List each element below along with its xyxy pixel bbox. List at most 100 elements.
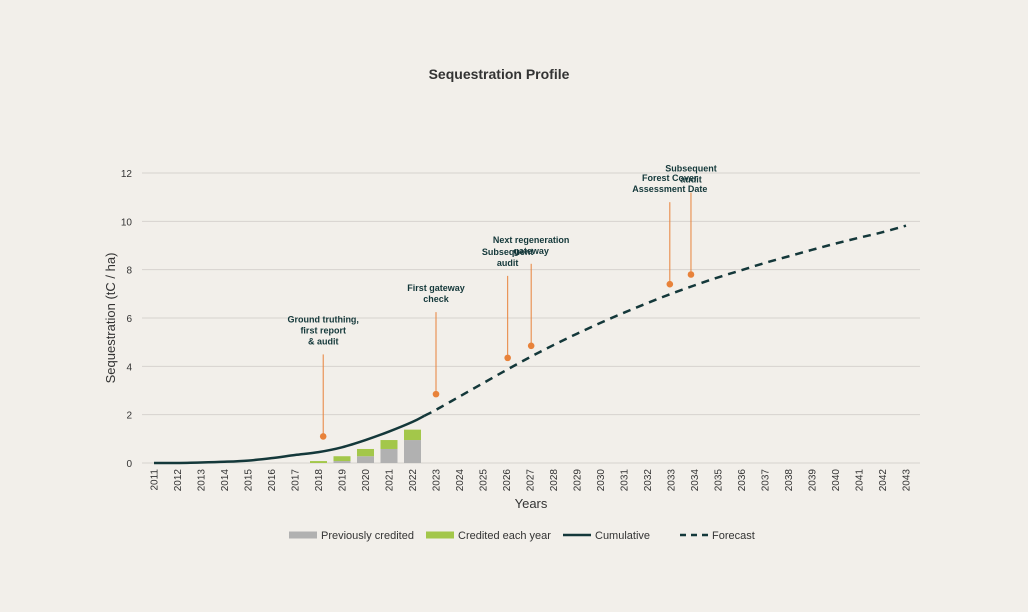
bar-credited-each-year (404, 429, 421, 441)
legend-item: Forecast (680, 530, 755, 542)
x-tick-label: 2036 (737, 469, 748, 492)
bars (310, 429, 421, 463)
annotation-label: Subsequent audit (482, 247, 534, 268)
annotation-label-line: Next regeneration (493, 235, 570, 245)
x-tick-label: 2043 (902, 469, 913, 492)
x-axis-label: Years (515, 496, 548, 511)
annotation-marker (527, 342, 535, 350)
annotation-label: First gateway check (407, 283, 465, 304)
legend-label: Credited each year (458, 530, 551, 542)
x-tick-label: 2024 (455, 469, 466, 492)
x-tick-label: 2015 (244, 469, 255, 492)
x-tick-label: 2019 (338, 469, 349, 492)
x-tick-label: 2018 (314, 469, 325, 492)
bar-previously-credited (404, 440, 421, 463)
x-tick-label: 2031 (620, 469, 631, 492)
legend-label: Cumulative (595, 530, 650, 542)
legend-item: Cumulative (563, 530, 650, 542)
x-tick-label: 2025 (479, 469, 490, 492)
annotation-label-line: First gateway (407, 283, 465, 293)
legend-swatch (426, 531, 454, 539)
x-tick-label: 2038 (784, 469, 795, 492)
annotation: Subsequent audit (665, 164, 717, 278)
y-tick-labels: 0 2 4 6 8 10 12 (121, 169, 133, 470)
y-tick-label: 8 (126, 266, 132, 277)
x-tick-label: 2020 (361, 469, 372, 492)
x-tick-labels: 2011 2012 2013 2014 2015 2016 2017 2018 2019 2020… (150, 469, 913, 492)
y-tick-label: 6 (126, 314, 132, 325)
legend-swatch (289, 531, 317, 539)
x-tick-label: 2034 (690, 469, 701, 492)
x-tick-label: 2033 (667, 469, 678, 492)
y-tick-label: 12 (121, 169, 133, 180)
annotation-label-line: Assessment Date (632, 184, 707, 194)
x-tick-label: 2026 (502, 469, 513, 492)
x-tick-label: 2023 (432, 469, 443, 492)
y-axis-label: Sequestration (tC / ha) (103, 253, 118, 384)
x-tick-label: 2039 (808, 469, 819, 492)
bar-credited-each-year (310, 461, 327, 463)
x-tick-label: 2027 (526, 469, 537, 492)
annotation: Next regeneration gateway (493, 235, 570, 350)
annotation: Ground truthing, first report & audit (287, 314, 359, 440)
bar-previously-credited (380, 448, 398, 463)
bar-previously-credited (333, 461, 351, 463)
annotation-marker (319, 433, 327, 440)
annotation-label-line: Forest Cover (642, 173, 698, 183)
x-tick-label: 2030 (596, 469, 607, 492)
x-tick-label: 2014 (220, 469, 231, 492)
bar-credited-each-year (380, 440, 398, 449)
legend-label: Previously credited (321, 530, 414, 542)
bar-credited-each-year (357, 448, 374, 457)
x-tick-label: 2029 (573, 469, 584, 492)
x-tick-label: 2013 (197, 469, 208, 492)
x-tick-label: 2021 (385, 469, 396, 492)
y-tick-label: 10 (121, 217, 133, 228)
legend-item: Credited each year (426, 530, 551, 542)
annotation-label-line: & audit (308, 336, 339, 346)
annotation-label-line: Subsequent (665, 164, 717, 174)
annotation-marker (504, 354, 511, 362)
y-tick-label: 4 (126, 362, 132, 373)
x-tick-label: 2037 (761, 469, 772, 492)
annotation-label-line: gateway (513, 246, 549, 256)
x-tick-label: 2017 (291, 469, 302, 492)
x-tick-label: 2022 (408, 469, 419, 492)
annotation-label-line: check (423, 294, 450, 304)
x-tick-label: 2016 (267, 469, 278, 492)
y-tick-label: 0 (126, 459, 132, 470)
series-lines (153, 224, 907, 465)
annotation-label-line: audit (680, 175, 702, 185)
x-tick-label: 2011 (150, 469, 161, 491)
x-tick-label: 2040 (831, 469, 842, 492)
y-tick-label: 2 (126, 411, 132, 422)
x-tick-label: 2012 (173, 469, 184, 492)
annotation-label: Subsequent audit (665, 164, 717, 185)
chart-title: Sequestration Profile (429, 66, 570, 82)
bar-credited-each-year (333, 456, 351, 462)
annotation-label-line: Ground truthing, (287, 314, 358, 324)
annotation-marker (666, 280, 674, 288)
annotation-marker (687, 271, 695, 278)
legend-label: Forecast (712, 530, 755, 542)
annotation-label: Next regeneration gateway (493, 235, 570, 256)
cumulative-line (153, 414, 425, 465)
annotation-label-line: audit (497, 258, 519, 268)
annotation: Forest Cover Assessment Date (632, 173, 707, 288)
legend-item: Previously credited (289, 530, 414, 542)
annotation-label-line: Subsequent (482, 247, 534, 257)
x-tick-label: 2028 (549, 469, 560, 492)
bar-previously-credited (357, 456, 374, 463)
forecast-line (423, 224, 907, 417)
x-tick-label: 2035 (714, 469, 725, 492)
legend: Previously credited Credited each year Cum… (289, 530, 755, 542)
annotations: Ground truthing, first report & audit First… (287, 164, 717, 440)
annotation-marker (432, 390, 440, 398)
annotation: First gateway check (407, 283, 465, 398)
x-tick-label: 2042 (878, 469, 889, 492)
x-tick-label: 2041 (855, 469, 866, 492)
annotation-label: Forest Cover Assessment Date (632, 173, 707, 194)
annotation: Subsequent audit (482, 247, 534, 362)
